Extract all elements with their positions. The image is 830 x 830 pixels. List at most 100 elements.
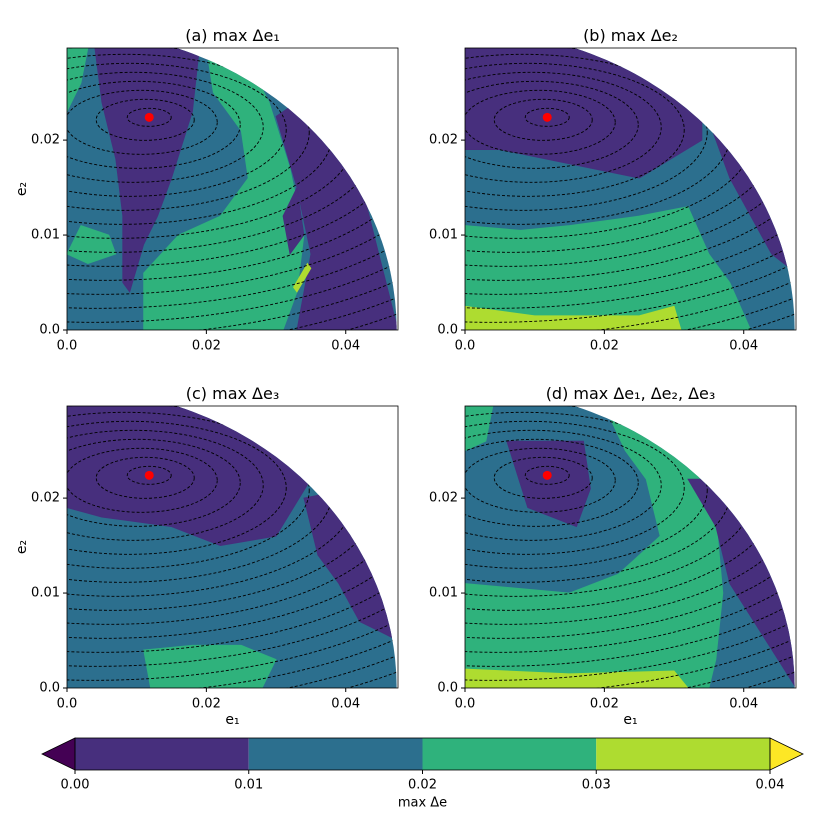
contour-line bbox=[465, 447, 616, 513]
marker-point bbox=[144, 112, 154, 122]
y-tick-label: 0.0 bbox=[39, 323, 60, 338]
contour-line bbox=[67, 48, 397, 295]
contour-line bbox=[465, 406, 795, 625]
contour-line bbox=[67, 48, 397, 267]
contour-line bbox=[67, 71, 264, 183]
region bbox=[292, 262, 312, 293]
contour-line bbox=[493, 456, 593, 499]
colorbar-segment bbox=[596, 738, 770, 770]
region bbox=[143, 644, 277, 688]
colorbar-tick-label: 0.00 bbox=[61, 778, 90, 793]
domain bbox=[465, 48, 795, 330]
x-tick-label: 0.0 bbox=[57, 697, 78, 712]
region bbox=[94, 48, 200, 293]
x-tick-label: 0.0 bbox=[57, 339, 78, 354]
contour-line bbox=[67, 406, 397, 653]
y-tick-label: 0.01 bbox=[31, 586, 60, 601]
contour-line bbox=[465, 48, 795, 267]
panel-title: (c) max Δe₃ bbox=[186, 384, 280, 403]
contour-line bbox=[126, 107, 172, 127]
contour-line bbox=[465, 48, 795, 281]
contour-line bbox=[465, 406, 795, 653]
y-tick-label: 0.0 bbox=[437, 681, 458, 696]
region bbox=[465, 406, 494, 452]
contour-line bbox=[67, 429, 264, 541]
y-axis-label: e₂ bbox=[14, 182, 30, 196]
y-tick-label: 0.02 bbox=[429, 491, 458, 506]
contour-line bbox=[67, 411, 310, 569]
x-tick-label: 0.04 bbox=[729, 697, 758, 712]
contour-line bbox=[465, 438, 639, 527]
plot-area bbox=[465, 48, 795, 330]
contour-line bbox=[524, 107, 570, 127]
colorbar-label: max Δe bbox=[398, 796, 447, 811]
plot-area bbox=[465, 406, 795, 688]
plot-panel: 0.0 0.02 0.04 0.0 0.01 0.02 (d) max Δe₁, Δe₂, … bbox=[429, 384, 797, 728]
region bbox=[465, 206, 752, 330]
contour-line bbox=[67, 438, 241, 527]
marker-point bbox=[542, 112, 552, 122]
contour-line bbox=[465, 429, 662, 541]
contour-line bbox=[524, 465, 570, 485]
colorbar-tick-label: 0.03 bbox=[582, 778, 611, 793]
colorbar: 0.00 0.01 0.02 0.03 0.04 max Δe bbox=[41, 737, 804, 811]
colorbar-segment bbox=[75, 738, 249, 770]
contour-line bbox=[67, 447, 218, 513]
colorbar-tick-label: 0.04 bbox=[756, 778, 785, 793]
contour-line bbox=[465, 53, 708, 211]
x-tick-label: 0.0 bbox=[455, 339, 476, 354]
region bbox=[143, 48, 305, 330]
contour-line bbox=[67, 406, 397, 639]
axes-frame bbox=[66, 47, 399, 331]
panel-title: (b) max Δe₂ bbox=[583, 26, 678, 45]
plot-panel: 0.0 0.02 0.04 0.0 0.01 0.02 (b) max Δe₂ bbox=[429, 26, 797, 354]
region bbox=[67, 48, 89, 112]
region bbox=[465, 305, 682, 330]
y-tick-label: 0.02 bbox=[31, 491, 60, 506]
contour-line bbox=[465, 62, 685, 197]
contour-line bbox=[95, 98, 195, 141]
colorbar-segment bbox=[248, 738, 423, 770]
contour-line bbox=[67, 62, 287, 197]
domain bbox=[67, 406, 397, 688]
x-tick-label: 0.04 bbox=[729, 339, 758, 354]
y-tick-label: 0.02 bbox=[31, 133, 60, 148]
colorbar-tick-label: 0.01 bbox=[234, 778, 263, 793]
x-axis-label: e₁ bbox=[225, 712, 239, 728]
contour-line bbox=[465, 406, 795, 681]
contour-line bbox=[465, 71, 662, 183]
panel-title: (a) max Δe₁ bbox=[185, 26, 280, 45]
y-axis-label: e₂ bbox=[14, 540, 30, 554]
x-tick-label: 0.02 bbox=[192, 339, 221, 354]
x-tick-label: 0.04 bbox=[331, 697, 360, 712]
y-tick-label: 0.01 bbox=[429, 586, 458, 601]
domain bbox=[465, 406, 795, 688]
x-axis-label: e₁ bbox=[623, 712, 637, 728]
colorbar-segment bbox=[422, 738, 597, 770]
y-tick-label: 0.0 bbox=[437, 323, 458, 338]
x-tick-label: 0.0 bbox=[455, 697, 476, 712]
contour-line bbox=[67, 406, 397, 681]
contour-line bbox=[95, 456, 195, 499]
contour-line bbox=[67, 420, 287, 555]
contour-line bbox=[493, 98, 593, 141]
contour-line bbox=[67, 53, 310, 211]
x-tick-label: 0.04 bbox=[331, 339, 360, 354]
marker-point bbox=[144, 470, 154, 480]
x-tick-label: 0.02 bbox=[590, 697, 619, 712]
contour-line bbox=[465, 48, 795, 323]
contour-line bbox=[465, 48, 795, 295]
contour-line bbox=[67, 48, 397, 323]
y-tick-label: 0.01 bbox=[31, 228, 60, 243]
x-tick-label: 0.02 bbox=[192, 697, 221, 712]
marker-point bbox=[542, 470, 552, 480]
y-tick-label: 0.01 bbox=[429, 228, 458, 243]
contour-line bbox=[465, 420, 685, 555]
contour-line bbox=[67, 48, 397, 281]
y-tick-label: 0.0 bbox=[39, 681, 60, 696]
contour-line bbox=[67, 89, 218, 155]
colorbar-over bbox=[769, 737, 804, 771]
colorbar-tick-label: 0.02 bbox=[408, 778, 437, 793]
contour-line bbox=[67, 406, 397, 625]
colorbar-under bbox=[41, 737, 76, 771]
